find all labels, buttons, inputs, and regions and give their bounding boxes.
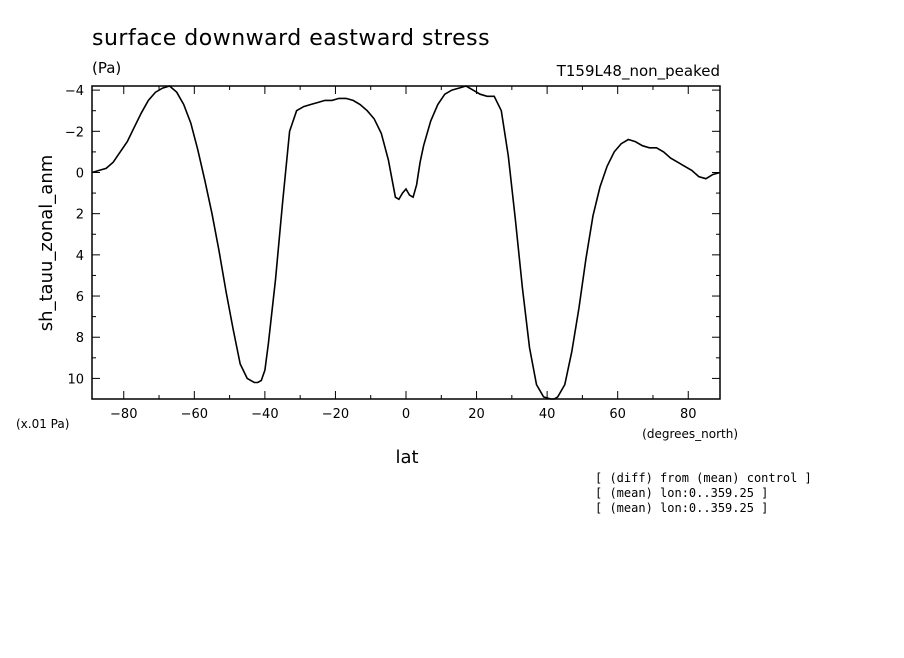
chart-units: (Pa) xyxy=(92,59,121,77)
x-tick-label: 60 xyxy=(609,407,626,422)
x-axis-title: lat xyxy=(395,447,418,468)
x-tick-label: −40 xyxy=(251,407,278,422)
x-axis: −80 −60 −40 −20 0 20 40 60 80 xyxy=(110,86,697,422)
y-tick-label: −2 xyxy=(65,125,84,140)
y-axis-title: sh_tauu_zonal_anm xyxy=(36,155,57,332)
x-tick-label: 20 xyxy=(468,407,485,422)
y-scale-note: (x.01 Pa) xyxy=(16,417,69,431)
series-line xyxy=(91,85,721,400)
y-tick-label: 2 xyxy=(76,208,84,223)
y-tick-label: −4 xyxy=(65,84,84,99)
chart-title: surface downward eastward stress xyxy=(92,26,490,51)
x-tick-label: 0 xyxy=(402,407,410,422)
annotation-diff: [ (diff) from (mean) control ] xyxy=(595,471,812,485)
y-tick-label: 6 xyxy=(76,290,84,305)
annotation-mean-lon-1: [ (mean) lon:0..359.25 ] xyxy=(595,486,768,500)
x-axis-units: (degrees_north) xyxy=(642,427,738,441)
x-tick-label: −60 xyxy=(181,407,208,422)
y-tick-label: 8 xyxy=(76,331,84,346)
x-tick-label: −20 xyxy=(322,407,349,422)
plot-frame xyxy=(91,85,721,400)
x-tick-label: 40 xyxy=(539,407,556,422)
y-tick-label: 0 xyxy=(76,166,84,181)
x-tick-label: 80 xyxy=(680,407,697,422)
experiment-label: T159L48_non_peaked xyxy=(556,62,720,81)
annotation-mean-lon-2: [ (mean) lon:0..359.25 ] xyxy=(595,501,768,515)
y-tick-label: 4 xyxy=(76,249,84,264)
x-tick-label: −80 xyxy=(110,407,137,422)
y-axis: −4 −2 0 2 4 6 8 10 xyxy=(65,84,720,400)
y-tick-label: 10 xyxy=(67,372,84,387)
